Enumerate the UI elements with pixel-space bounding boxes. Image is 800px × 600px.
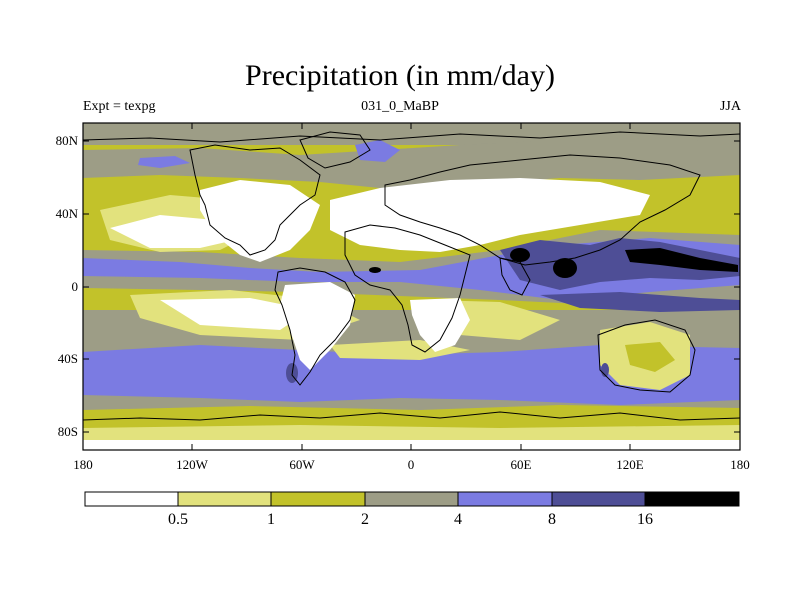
colorbar-label-1: 1 xyxy=(267,511,275,528)
lat-label-80n: 80N xyxy=(55,133,78,148)
coast-south-america xyxy=(274,267,356,386)
field-south-america-dry xyxy=(280,282,355,370)
coast-arctic xyxy=(82,131,741,143)
colorbar-label-0-5: 0.5 xyxy=(168,511,188,528)
field-pacific-dry-white xyxy=(110,215,235,248)
lat-ticks xyxy=(83,140,740,433)
lon-label-180e: 180 xyxy=(730,457,750,472)
colorbar xyxy=(84,491,740,507)
coast-africa xyxy=(344,224,471,353)
lat-label-40n: 40N xyxy=(55,206,78,221)
contour-field xyxy=(83,123,740,450)
field-max-3 xyxy=(510,248,530,262)
lon-ticks xyxy=(82,123,741,450)
field-max-2 xyxy=(553,258,577,278)
colorbar-box-6 xyxy=(551,491,646,507)
field-south-blue xyxy=(83,345,740,405)
field-south-dry-white xyxy=(160,298,310,330)
colorbar-label-4: 4 xyxy=(454,511,462,528)
colorbar-label-2: 2 xyxy=(361,511,369,528)
field-north-america-dry xyxy=(200,180,320,262)
colorbar-label-16: 16 xyxy=(637,511,653,528)
field-north-blue-2 xyxy=(138,156,190,168)
field-north-blue-1 xyxy=(355,140,400,162)
field-max-4 xyxy=(369,267,381,273)
field-max-1 xyxy=(625,248,738,272)
field-north-gray xyxy=(83,138,740,190)
lon-label-120w: 120W xyxy=(176,457,208,472)
coastlines xyxy=(82,131,741,421)
colorbar-box-5 xyxy=(457,491,553,507)
coast-greenland xyxy=(299,131,371,169)
lon-label-60w: 60W xyxy=(289,457,315,472)
lat-label-80s: 80S xyxy=(57,424,78,439)
lon-label-0: 0 xyxy=(407,457,415,472)
colorbar-box-4 xyxy=(364,491,459,507)
time-label: 031_0_MaBP xyxy=(361,99,439,114)
season-label: JJA xyxy=(719,99,741,114)
coast-antarctica xyxy=(82,411,741,421)
field-australia-olive xyxy=(625,342,675,372)
coast-eurasia xyxy=(384,154,701,266)
lat-label-0: 0 xyxy=(71,279,79,294)
field-africa-south-dry xyxy=(410,298,470,352)
colorbar-box-1 xyxy=(84,491,179,507)
lon-label-120e: 120E xyxy=(616,457,644,472)
map-title: Precipitation (in mm/day) xyxy=(245,59,555,92)
lat-label-40s: 40S xyxy=(57,351,78,366)
experiment-label: Expt = texpg xyxy=(83,99,156,114)
lon-label-180w: 180 xyxy=(73,457,93,472)
field-south-pacific-dark xyxy=(540,292,740,312)
lon-label-60e: 60E xyxy=(510,457,532,472)
colorbar-label-8: 8 xyxy=(548,511,556,528)
colorbar-box-2 xyxy=(177,491,272,507)
colorbar-box-3 xyxy=(270,491,366,507)
coast-north-america xyxy=(189,144,321,256)
colorbar-box-7 xyxy=(644,491,740,507)
field-africa-eurasia-dry xyxy=(330,178,650,252)
coast-australia xyxy=(597,319,696,393)
coast-india xyxy=(499,257,531,296)
